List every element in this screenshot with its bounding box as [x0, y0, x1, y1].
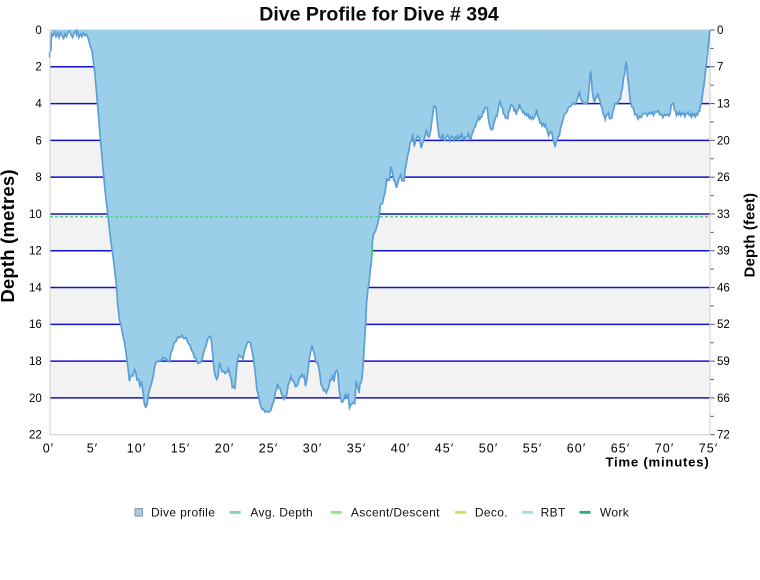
svg-text:33: 33	[717, 209, 730, 221]
svg-text:0′: 0′	[43, 442, 55, 456]
svg-text:35′: 35′	[347, 442, 367, 456]
svg-text:65′: 65′	[611, 442, 631, 456]
svg-text:0: 0	[717, 25, 723, 37]
svg-text:20: 20	[717, 135, 730, 147]
svg-text:55′: 55′	[523, 442, 543, 456]
svg-text:22: 22	[29, 430, 42, 442]
svg-text:30′: 30′	[303, 442, 323, 456]
svg-text:10: 10	[29, 209, 42, 221]
svg-text:16: 16	[29, 319, 42, 331]
svg-text:50′: 50′	[479, 442, 499, 456]
svg-text:26: 26	[717, 172, 730, 184]
svg-text:70′: 70′	[655, 442, 675, 456]
svg-text:20′: 20′	[215, 442, 235, 456]
svg-text:15′: 15′	[171, 442, 191, 456]
svg-text:5′: 5′	[87, 442, 99, 456]
svg-text:13: 13	[717, 98, 730, 110]
svg-text:10′: 10′	[127, 442, 147, 456]
svg-text:46: 46	[717, 282, 730, 294]
svg-text:RBT: RBT	[541, 506, 566, 520]
svg-text:12: 12	[29, 246, 42, 258]
svg-text:Depth (metres): Depth (metres)	[0, 169, 18, 302]
svg-text:Dive Profile for Dive # 394: Dive Profile for Dive # 394	[259, 4, 499, 26]
svg-text:25′: 25′	[259, 442, 279, 456]
svg-text:59: 59	[717, 356, 730, 368]
svg-text:40′: 40′	[391, 442, 411, 456]
svg-text:Work: Work	[600, 506, 630, 520]
svg-text:66: 66	[717, 393, 730, 405]
svg-text:52: 52	[717, 319, 730, 331]
svg-text:Dive profile: Dive profile	[151, 506, 215, 520]
svg-text:Depth (feet): Depth (feet)	[743, 193, 759, 278]
svg-text:4: 4	[35, 98, 42, 110]
svg-text:20: 20	[29, 393, 42, 405]
svg-text:7: 7	[717, 62, 723, 74]
svg-text:2: 2	[35, 62, 41, 74]
svg-text:72: 72	[717, 430, 730, 442]
svg-text:39: 39	[717, 246, 730, 258]
svg-text:18: 18	[29, 356, 42, 368]
svg-text:Deco.: Deco.	[475, 506, 508, 520]
svg-text:45′: 45′	[435, 442, 455, 456]
svg-text:6: 6	[35, 135, 41, 147]
svg-text:Time (minutes): Time (minutes)	[605, 455, 709, 470]
svg-text:75′: 75′	[699, 442, 719, 456]
svg-text:Avg. Depth: Avg. Depth	[250, 506, 313, 520]
svg-text:14: 14	[29, 282, 42, 294]
svg-text:60′: 60′	[567, 442, 587, 456]
svg-text:8: 8	[35, 172, 41, 184]
svg-text:Ascent/Descent: Ascent/Descent	[351, 506, 440, 520]
svg-text:0: 0	[35, 25, 41, 37]
